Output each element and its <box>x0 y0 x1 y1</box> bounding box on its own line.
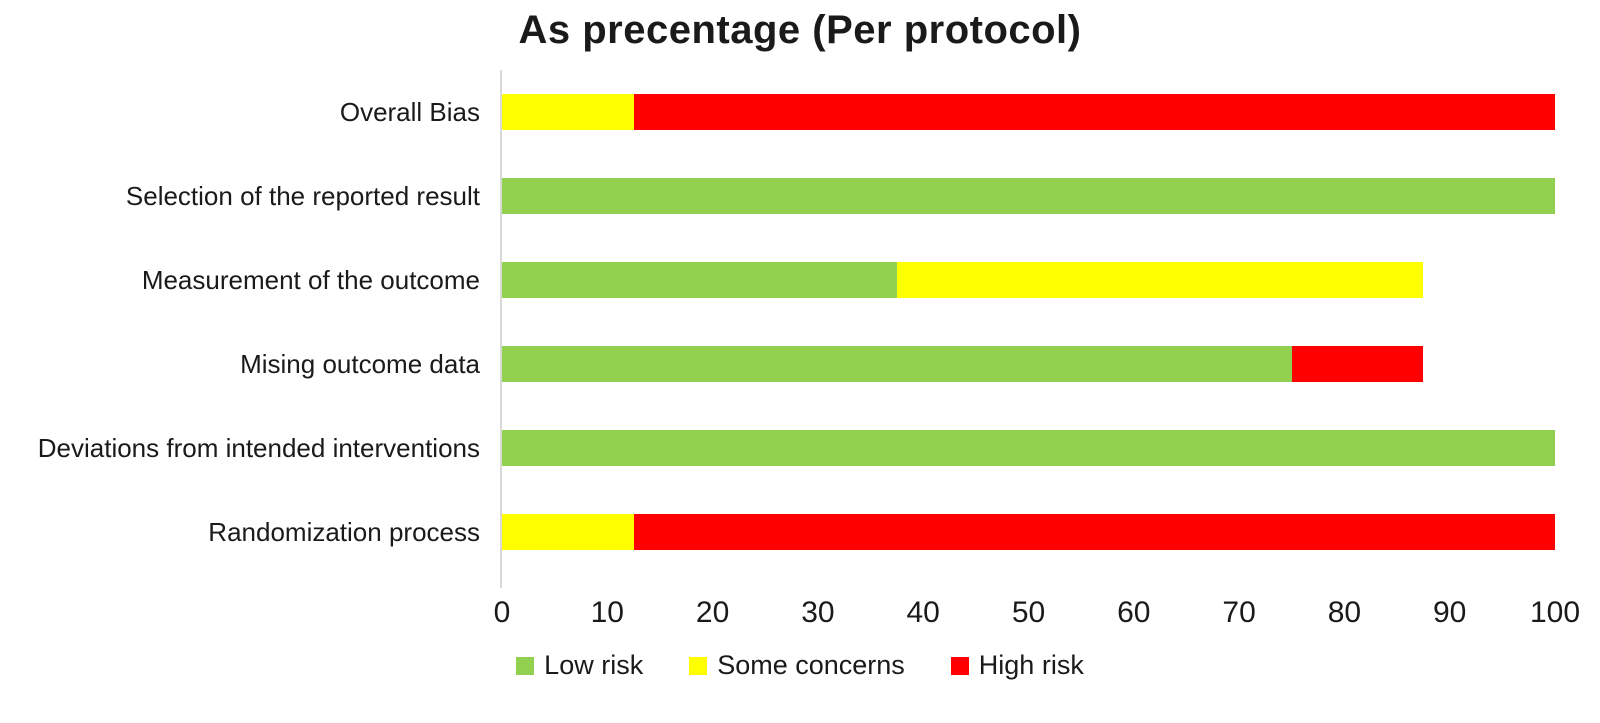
legend-label: Some concerns <box>717 650 905 680</box>
x-tick-label: 50 <box>1011 596 1046 629</box>
y-axis-line <box>500 574 502 588</box>
bar-row <box>502 490 1555 574</box>
x-tick-label: 90 <box>1433 596 1467 629</box>
category-label: Selection of the reported result <box>125 180 480 211</box>
x-tick-label: 80 <box>1327 596 1362 629</box>
stacked-bar <box>502 514 1555 550</box>
category-label: Overall Bias <box>339 96 480 127</box>
bar-row <box>502 322 1555 406</box>
x-tick-label: 20 <box>695 596 730 629</box>
x-tick-label: 40 <box>906 596 940 629</box>
chart-title: As precentage (Per protocol) <box>518 8 1082 52</box>
bar-segment-low-risk <box>502 262 897 298</box>
stacked-bar <box>502 346 1555 382</box>
bar-segment-high-risk <box>633 514 1555 550</box>
legend-item-low-risk: Low risk <box>516 650 643 681</box>
bar-row <box>502 238 1555 322</box>
bar-segment-some-concerns <box>502 94 634 130</box>
category-label: Measurement of the outcome <box>141 264 480 295</box>
category-label: Randomization process <box>208 516 480 547</box>
stacked-bar <box>502 430 1555 466</box>
bar-segment-low-risk <box>502 346 1292 382</box>
legend: Low risk Some concerns High risk <box>0 650 1600 681</box>
bar-row <box>502 406 1555 490</box>
y-labels: Overall Bias Selection of the reported re… <box>0 70 500 574</box>
bar-segment-low-risk <box>502 178 1555 214</box>
legend-swatch <box>950 656 969 675</box>
bar-segment-low-risk <box>502 430 1555 466</box>
legend-label: Low risk <box>544 650 644 680</box>
x-tick-label: 10 <box>590 596 624 629</box>
plot-area <box>500 70 1555 588</box>
stacked-bar <box>502 94 1555 130</box>
stacked-bar <box>502 178 1555 214</box>
bar-segment-high-risk <box>633 94 1555 130</box>
stacked-bar <box>502 262 1555 298</box>
legend-label: High risk <box>978 650 1084 680</box>
x-tick-label: 100 <box>1529 596 1581 629</box>
category-label: Deviations from intended interventions <box>37 432 480 463</box>
x-tick-label: 0 <box>493 596 511 629</box>
legend-swatch <box>689 656 708 675</box>
category-label: Mising outcome data <box>240 348 480 379</box>
bar-segment-some-concerns <box>502 514 634 550</box>
x-tick-label: 60 <box>1117 596 1151 629</box>
x-axis: 0 10 20 30 40 50 60 70 80 90 100 <box>494 574 1580 636</box>
x-tick-label: 30 <box>801 596 835 629</box>
chart-body: Overall Bias Selection of the reported re… <box>0 70 1600 588</box>
legend-swatch <box>516 656 535 675</box>
bar-row <box>502 154 1555 238</box>
legend-item-high-risk: High risk <box>950 650 1084 681</box>
bar-segment-high-risk <box>1291 346 1424 382</box>
x-tick-label: 70 <box>1222 596 1256 629</box>
bar-segment-some-concerns <box>896 262 1424 298</box>
bar-row <box>502 70 1555 154</box>
legend-item-some-concerns: Some concerns <box>689 650 905 681</box>
